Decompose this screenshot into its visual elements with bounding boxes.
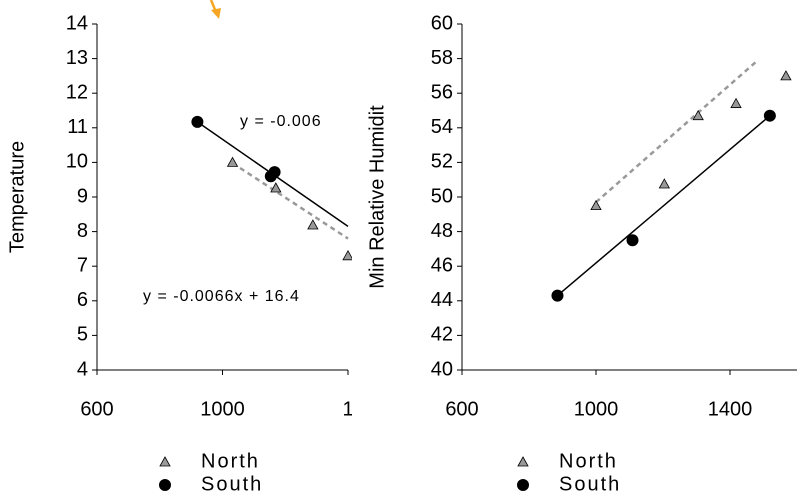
annotation: y = -0.006 [240, 113, 322, 130]
trendline [231, 162, 349, 240]
x-tick-label: 1400 [708, 398, 753, 420]
y-tick-label: 56 [431, 81, 453, 103]
y-tick-label: 6 [77, 289, 88, 311]
x-tick-label: 1000 [574, 398, 619, 420]
point [780, 70, 792, 81]
y-tick-label: 46 [431, 254, 453, 276]
legend-marker [159, 456, 171, 467]
point [342, 249, 352, 261]
point [226, 156, 239, 167]
point [268, 166, 281, 179]
y-tick-label: 14 [66, 12, 88, 34]
point [590, 199, 602, 211]
legend-marker [517, 456, 529, 467]
legend-marker [159, 479, 171, 491]
x-tick-label: 1000 [200, 398, 245, 420]
point [307, 219, 319, 230]
y-tick-label: 44 [431, 289, 453, 311]
legend-label: South [559, 473, 621, 495]
trendline [595, 61, 757, 204]
y-tick-label: 10 [66, 151, 88, 173]
panel: 4 5 6 7 8 9 10 11 12 13 14 600 1000 1 y = -0.006 y = -0… [66, 12, 353, 420]
panel: 40 42 44 46 48 50 52 54 56 58 60 600 1000 1400 [431, 12, 797, 420]
y-tick-label: 4 [77, 358, 88, 380]
x-tick-label: 1 [342, 398, 353, 420]
arrow [209, 0, 221, 19]
y-tick-label: 11 [67, 116, 88, 138]
trendline [556, 115, 771, 297]
point [658, 178, 671, 189]
y-tick-label: 42 [431, 324, 453, 346]
point [763, 109, 776, 122]
y-axis-label: Temperature [6, 141, 28, 253]
point [692, 109, 704, 121]
y-tick-label: 58 [431, 47, 453, 69]
y-tick-label: 8 [77, 220, 88, 242]
annotation: y = -0.0066x + 16.4 [143, 288, 300, 305]
point [626, 234, 639, 247]
point [191, 115, 204, 128]
point [551, 289, 564, 302]
legend-marker [517, 479, 529, 491]
y-tick-label: 13 [66, 47, 88, 69]
y-tick-label: 40 [431, 358, 453, 380]
y-tick-label: 7 [77, 254, 88, 276]
legend-label: North [201, 450, 260, 472]
y-tick-label: 60 [431, 12, 453, 34]
legend-label: North [559, 450, 618, 472]
y-tick-label: 12 [66, 81, 88, 103]
point [730, 97, 742, 108]
y-tick-label: 9 [77, 185, 88, 207]
x-tick-label: 600 [80, 398, 113, 420]
legend-label: South [201, 473, 263, 495]
y-tick-label: 5 [77, 324, 88, 346]
y-axis-label: Min Relative Humidit [366, 105, 388, 289]
point [270, 182, 282, 193]
y-tick-label: 50 [431, 185, 453, 207]
y-tick-label: 52 [431, 151, 453, 173]
y-tick-label: 54 [431, 116, 453, 138]
y-tick-label: 48 [431, 220, 453, 242]
x-tick-label: 600 [445, 398, 478, 420]
